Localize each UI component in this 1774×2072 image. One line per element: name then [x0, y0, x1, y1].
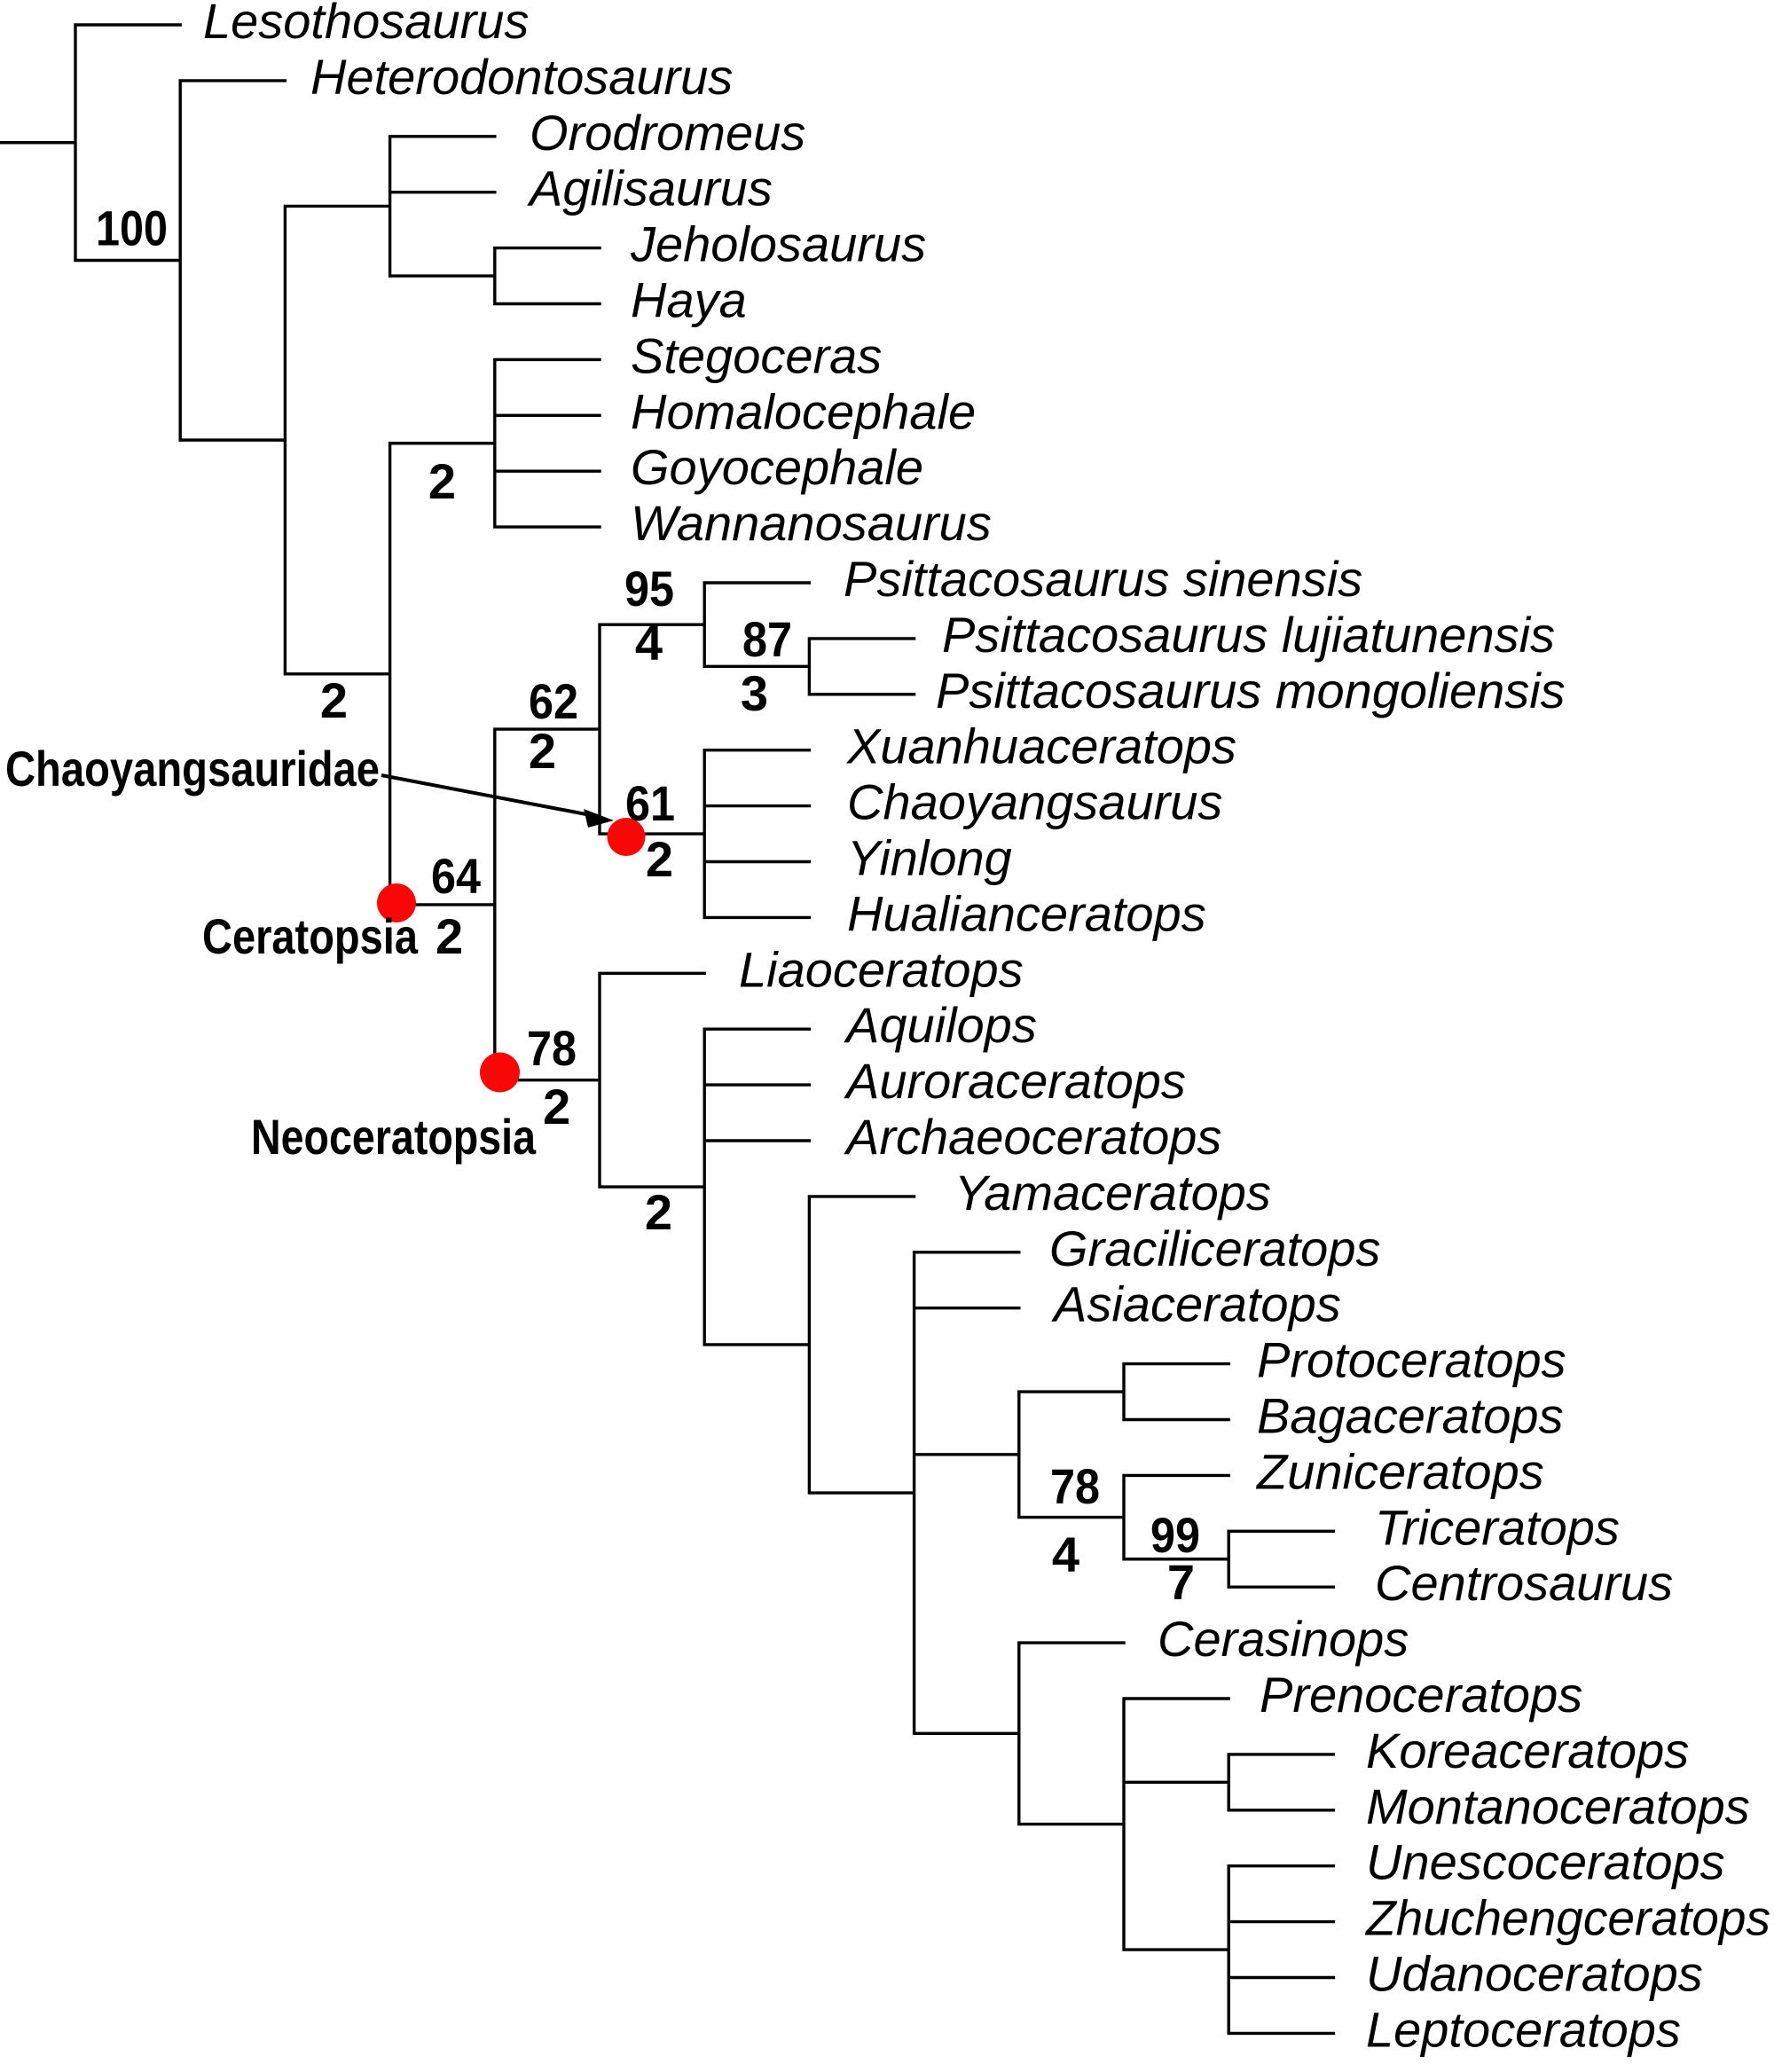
svg-text:Bagaceratops: Bagaceratops	[1257, 1388, 1564, 1444]
svg-text:Chaoyangsaurus: Chaoyangsaurus	[847, 774, 1222, 830]
svg-text:Auroraceratops: Auroraceratops	[844, 1053, 1186, 1109]
svg-text:64: 64	[431, 848, 481, 904]
svg-text:Udanoceratops: Udanoceratops	[1366, 1946, 1703, 2002]
svg-text:Orodromeus: Orodromeus	[530, 105, 805, 161]
svg-text:Koreaceratops: Koreaceratops	[1366, 1723, 1689, 1778]
svg-text:Asiaceratops: Asiaceratops	[1051, 1276, 1341, 1332]
svg-text:78: 78	[527, 1020, 577, 1076]
svg-text:4: 4	[635, 615, 663, 671]
svg-text:Unescoceratops: Unescoceratops	[1366, 1834, 1725, 1890]
svg-text:62: 62	[529, 673, 578, 729]
svg-text:Zuniceratops: Zuniceratops	[1255, 1443, 1544, 1499]
svg-text:4: 4	[1052, 1527, 1079, 1582]
svg-text:Jeholosaurus: Jeholosaurus	[630, 216, 926, 272]
svg-text:Chaoyangsauridae: Chaoyangsauridae	[5, 741, 380, 797]
svg-text:Graciliceratops: Graciliceratops	[1049, 1220, 1380, 1276]
svg-text:Archaeoceratops: Archaeoceratops	[844, 1109, 1221, 1165]
svg-text:Cerasinops: Cerasinops	[1158, 1611, 1409, 1667]
svg-text:Agilisaurus: Agilisaurus	[527, 161, 773, 216]
svg-text:Haya: Haya	[631, 272, 747, 328]
svg-text:99: 99	[1150, 1507, 1200, 1563]
svg-text:2: 2	[320, 672, 348, 728]
svg-text:Protoceratops: Protoceratops	[1257, 1332, 1566, 1388]
svg-text:Psittacosaurus lujiatunensis: Psittacosaurus lujiatunensis	[942, 607, 1555, 663]
svg-text:Montanoceratops: Montanoceratops	[1366, 1778, 1750, 1834]
svg-text:Prenoceratops: Prenoceratops	[1260, 1667, 1582, 1723]
svg-text:Hualianceratops: Hualianceratops	[847, 885, 1206, 941]
svg-text:Yinlong: Yinlong	[847, 830, 1012, 886]
svg-text:3: 3	[741, 665, 768, 721]
svg-text:Yamaceratops: Yamaceratops	[954, 1165, 1271, 1220]
svg-text:Aquilops: Aquilops	[844, 997, 1037, 1053]
svg-text:7: 7	[1167, 1554, 1195, 1610]
svg-text:Ceratopsia: Ceratopsia	[202, 908, 419, 964]
svg-text:Xuanhuaceratops: Xuanhuaceratops	[845, 718, 1236, 774]
svg-text:2: 2	[645, 1184, 672, 1240]
svg-text:61: 61	[625, 775, 675, 831]
svg-text:Centrosaurus: Centrosaurus	[1375, 1555, 1673, 1611]
svg-text:Heterodontosaurus: Heterodontosaurus	[310, 49, 733, 105]
svg-text:78: 78	[1050, 1458, 1100, 1514]
svg-text:Psittacosaurus sinensis: Psittacosaurus sinensis	[844, 551, 1362, 607]
svg-text:Neoceratopsia: Neoceratopsia	[251, 1109, 537, 1165]
svg-text:2: 2	[543, 1079, 570, 1134]
svg-text:2: 2	[646, 831, 673, 887]
svg-text:Liaoceratops: Liaoceratops	[739, 941, 1024, 997]
svg-text:Goyocephale: Goyocephale	[631, 439, 923, 495]
svg-text:Leptoceratops: Leptoceratops	[1366, 2001, 1681, 2057]
svg-text:95: 95	[624, 561, 674, 616]
svg-text:Stegoceras: Stegoceras	[631, 327, 882, 383]
svg-text:Psittacosaurus mongoliensis: Psittacosaurus mongoliensis	[936, 663, 1566, 718]
svg-text:100: 100	[96, 200, 168, 256]
svg-text:Homalocephale: Homalocephale	[631, 383, 976, 439]
svg-text:87: 87	[742, 611, 792, 667]
svg-text:Triceratops: Triceratops	[1375, 1499, 1620, 1555]
svg-text:Zhuchengceratops: Zhuchengceratops	[1364, 1890, 1770, 1946]
svg-text:Wannanosaurus: Wannanosaurus	[631, 495, 992, 551]
svg-text:2: 2	[436, 908, 463, 964]
svg-text:Lesothosaurus: Lesothosaurus	[203, 0, 529, 49]
svg-text:2: 2	[428, 453, 456, 509]
svg-text:2: 2	[529, 723, 556, 779]
